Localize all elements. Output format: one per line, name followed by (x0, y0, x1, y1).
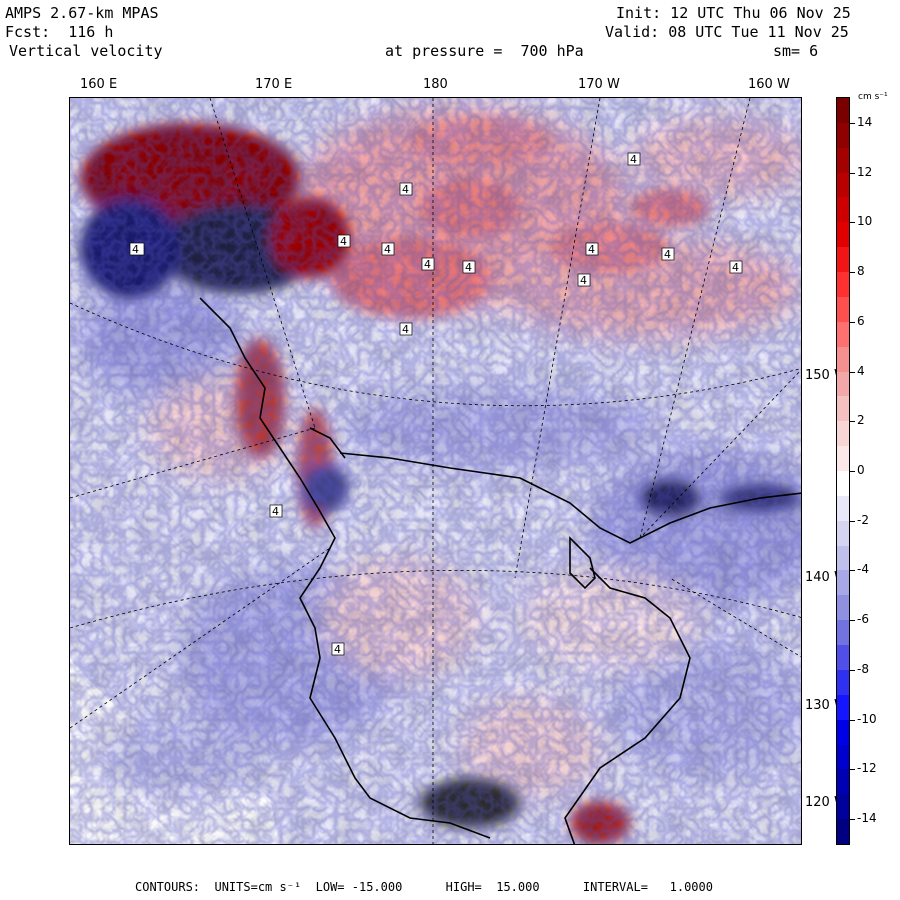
colorbar-segment (837, 769, 849, 795)
colorbar-tick (850, 172, 855, 174)
field-name: Vertical velocity (9, 42, 163, 60)
contour-label-text: 4 (132, 243, 139, 256)
colorbar-tick (850, 570, 855, 572)
coastline (199, 297, 801, 844)
colorbar-segment (837, 694, 849, 721)
colorbar-segment (837, 98, 849, 124)
colorbar-segment (837, 545, 849, 571)
contour-label-text: 4 (630, 153, 637, 166)
contour-label-text: 4 (334, 643, 341, 656)
colorbar-tick (850, 471, 855, 472)
colorbar-tick (850, 321, 855, 323)
colorbar-tick-label: -4 (857, 562, 869, 577)
contour-label-text: 4 (402, 183, 409, 196)
colorbar-tick-label: 0 (857, 463, 865, 477)
colorbar-segment (837, 570, 849, 596)
colorbar-tick-label: 10 (857, 214, 873, 229)
colorbar (836, 97, 850, 845)
model-title: AMPS 2.67-km MPAS (5, 4, 159, 22)
contour-label-text: 4 (384, 243, 391, 256)
lon-label-170e: 170 E (255, 77, 293, 92)
colorbar-tick (850, 669, 855, 671)
colorbar-tick-label: 2 (857, 413, 865, 428)
colorbar-tick-label: -2 (857, 512, 869, 527)
contour-label-text: 4 (664, 248, 671, 261)
colorbar-segment (837, 794, 849, 820)
colorbar-segment (837, 272, 849, 298)
colorbar-segment (837, 669, 849, 696)
colorbar-segment (837, 346, 849, 373)
colorbar-tick-label: -14 (857, 811, 877, 826)
colorbar-segment (837, 645, 849, 671)
colorbar-tick-label: -12 (857, 761, 877, 776)
colorbar-segment (837, 122, 849, 149)
colorbar-tick-label: 4 (857, 363, 865, 378)
colorbar-tick-label: 14 (857, 114, 873, 129)
colorbar-tick (850, 719, 855, 721)
colorbar-segment (837, 371, 849, 397)
colorbar-tick-label: -6 (857, 612, 869, 627)
contour-label-text: 4 (424, 258, 431, 271)
colorbar-segment (837, 197, 849, 223)
colorbar-tick (850, 620, 855, 622)
colorbar-segment (837, 819, 849, 845)
colorbar-segment (837, 471, 849, 497)
init-time: Init: 12 UTC Thu 06 Nov 25 (616, 4, 851, 22)
colorbar-tick (850, 769, 855, 771)
colorbar-segment (837, 446, 849, 472)
colorbar-segment (837, 296, 849, 323)
colorbar-tick (850, 222, 855, 224)
forecast-hour: Fcst: 116 h (5, 23, 114, 41)
colorbar-segment (837, 620, 849, 646)
colorbar-segment (837, 396, 849, 422)
colorbar-segment (837, 172, 849, 198)
valid-time: Valid: 08 UTC Tue 11 Nov 25 (605, 23, 849, 41)
vertical-velocity-map: 4 4 4 4 4 4 4 4 4 4 4 4 4 4 (70, 98, 801, 844)
lon-label-170w: 170 W (578, 77, 620, 92)
colorbar-tick (850, 421, 855, 423)
lon-label-160w: 160 W (748, 77, 790, 92)
lon-label-160e: 160 E (80, 77, 118, 92)
contour-label-text: 4 (732, 261, 739, 274)
colorbar-segment (837, 719, 849, 746)
graticule (70, 98, 801, 844)
colorbar-tick-label: -8 (857, 661, 869, 676)
contour-label-text: 4 (272, 505, 279, 518)
colorbar-tick-label: -10 (857, 711, 877, 726)
colorbar-segment (837, 520, 849, 547)
colorbar-tick (850, 819, 855, 821)
contour-label-text: 4 (580, 274, 587, 287)
map-panel: 4 4 4 4 4 4 4 4 4 4 4 4 4 4 (69, 97, 802, 845)
colorbar-tick-label: 6 (857, 313, 865, 328)
pressure-level: at pressure = 700 hPa (385, 42, 584, 60)
colorbar-tick (850, 371, 855, 373)
lon-label-180: 180 (423, 77, 448, 92)
colorbar-segment (837, 595, 849, 621)
contour-label-text: 4 (465, 261, 472, 274)
colorbar-tick-label: 8 (857, 264, 865, 279)
colorbar-segment (837, 421, 849, 447)
colorbar-segment (837, 147, 849, 174)
colorbar-tick (850, 272, 855, 274)
contour-label-text: 4 (340, 235, 347, 248)
colorbar-tick-label: 12 (857, 164, 873, 179)
colorbar-segment (837, 247, 849, 273)
contour-labels: 4 4 4 4 4 4 4 4 4 4 4 4 4 4 (129, 152, 743, 656)
colorbar-segment (837, 744, 849, 770)
smoothing: sm= 6 (773, 42, 819, 60)
colorbar-segment (837, 495, 849, 522)
colorbar-tick (850, 520, 855, 522)
contour-info: CONTOURS: UNITS=cm s⁻¹ LOW= -15.000 HIGH… (135, 880, 713, 894)
contour-label-text: 4 (588, 243, 595, 256)
colorbar-segment (837, 321, 849, 348)
contour-label-text: 4 (402, 323, 409, 336)
colorbar-tick (850, 122, 855, 124)
colorbar-segment (837, 222, 849, 248)
colorbar-unit: cm s⁻¹ (858, 92, 888, 102)
